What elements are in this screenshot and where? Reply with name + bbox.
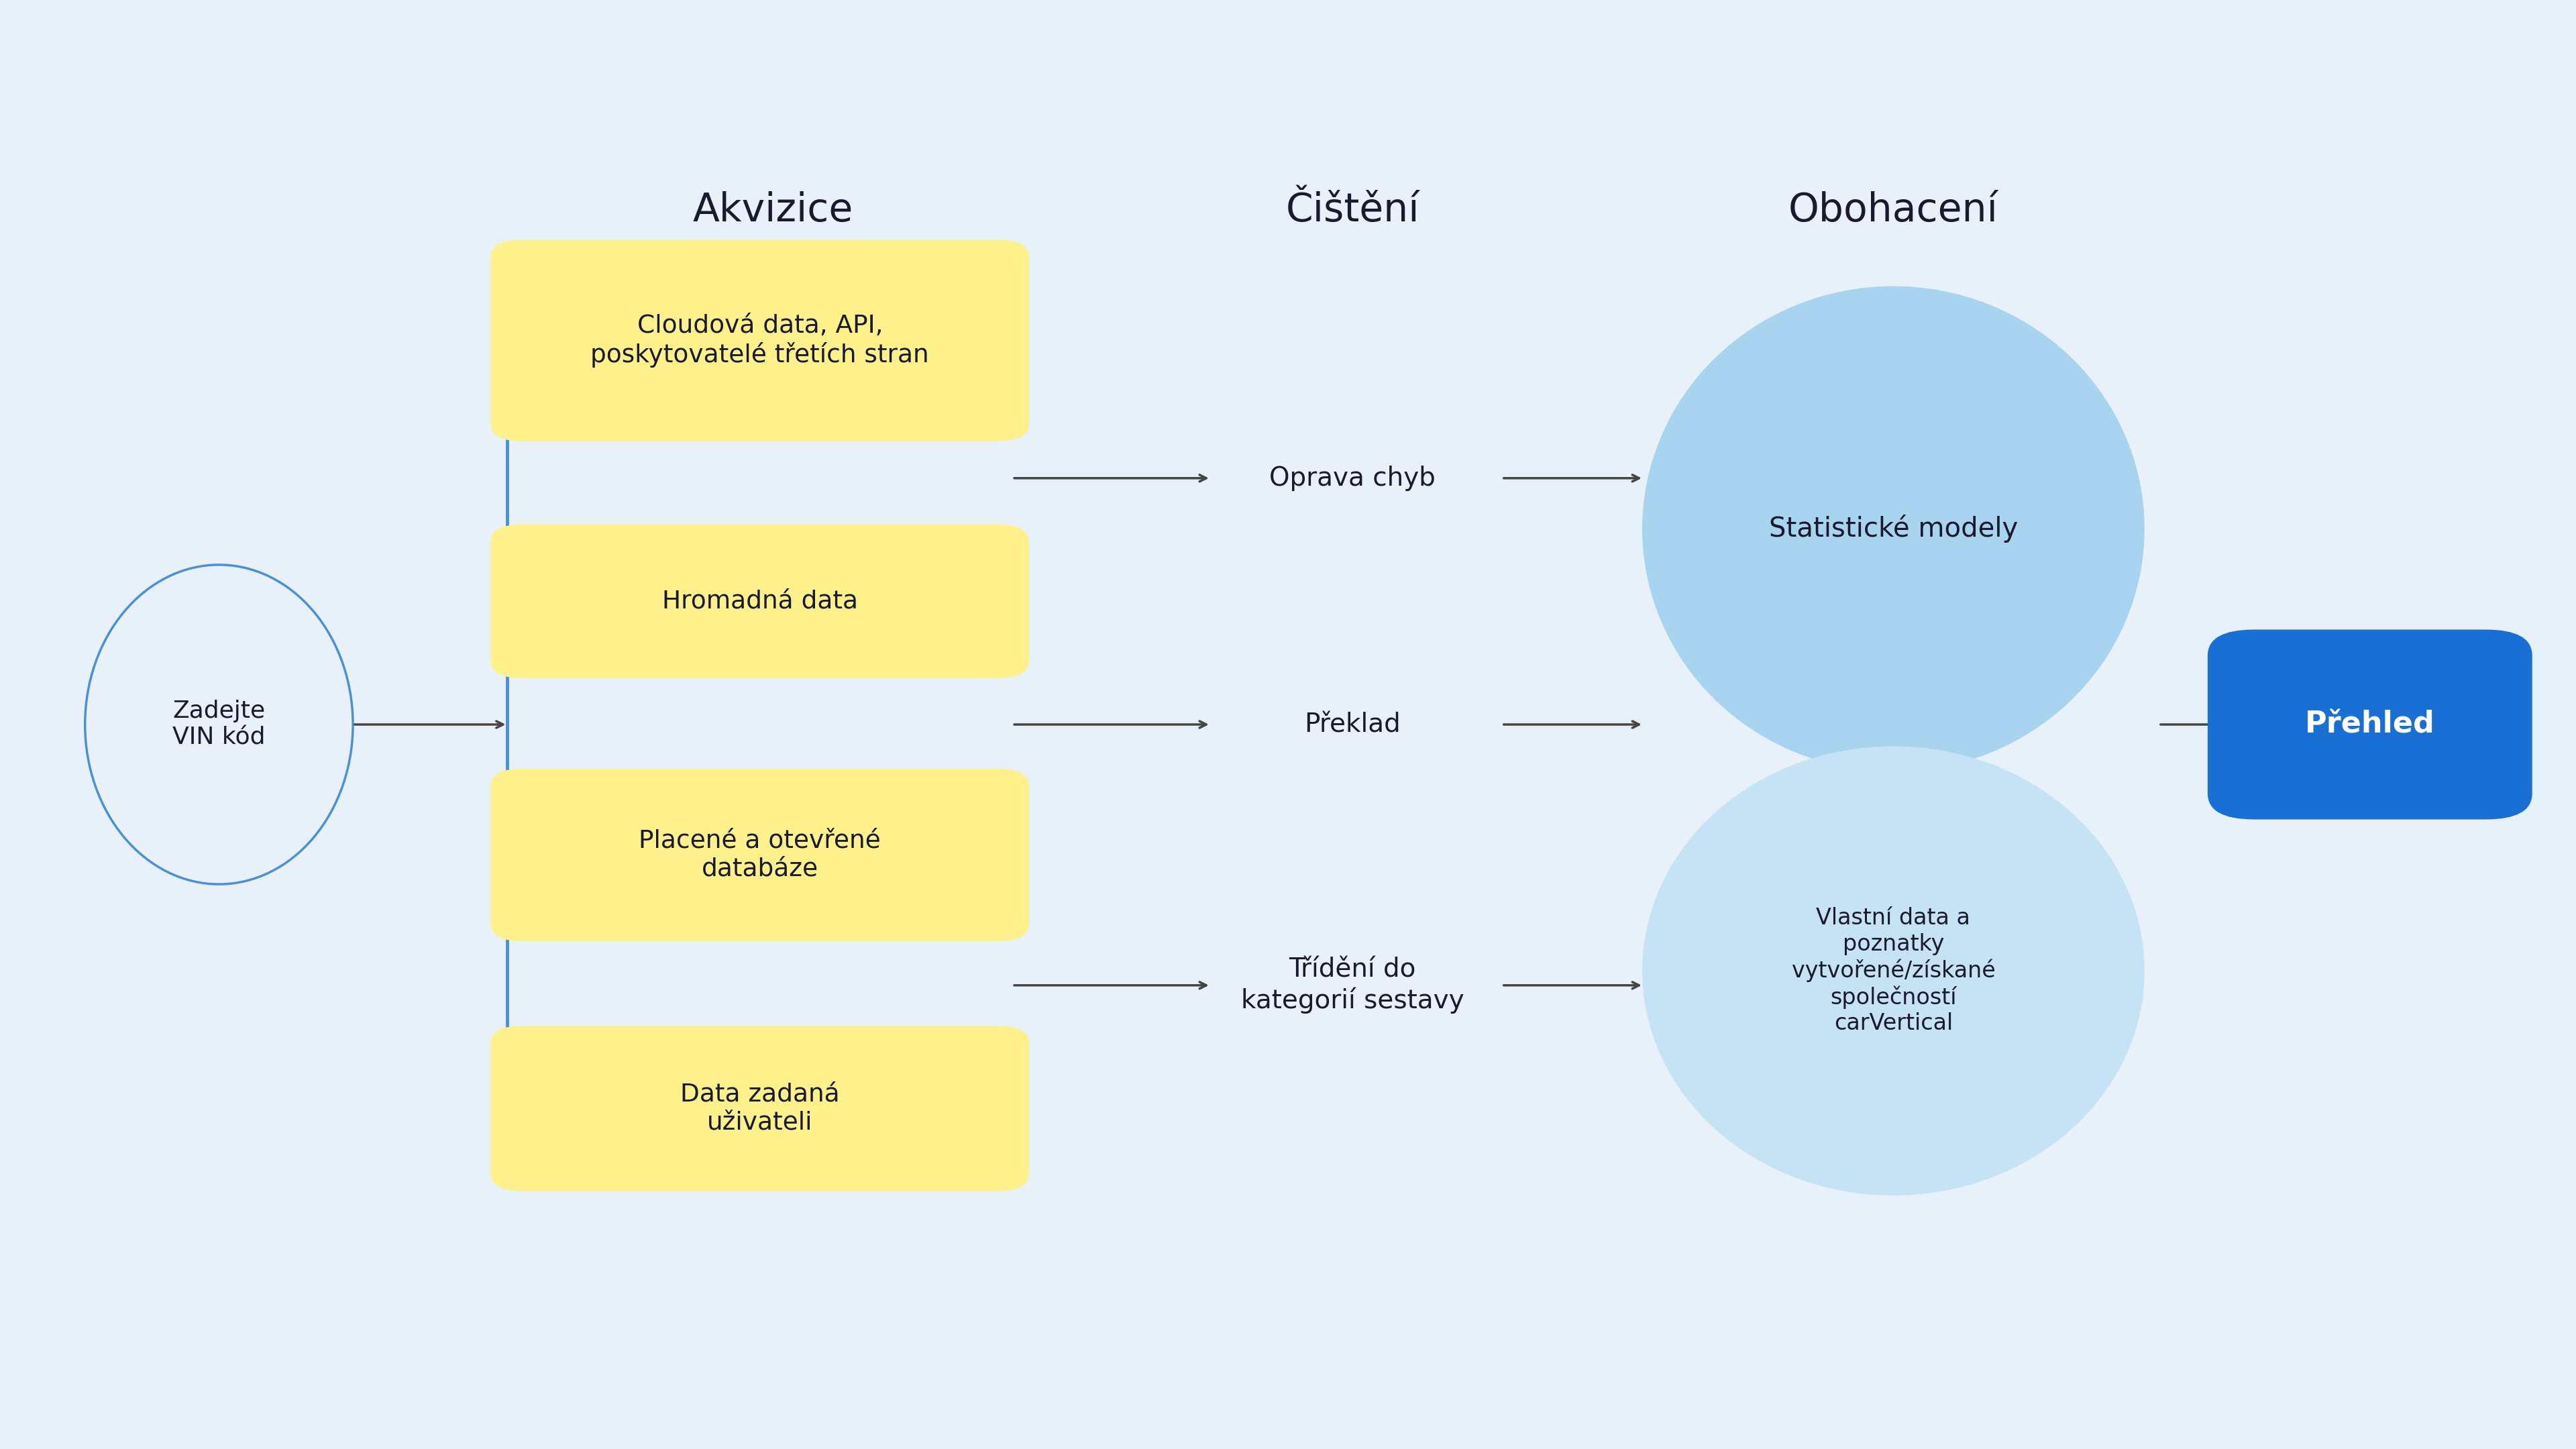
Text: Zadejte
VIN kód: Zadejte VIN kód xyxy=(173,700,265,749)
Ellipse shape xyxy=(1643,287,2143,771)
Text: Placené a otevřené
databáze: Placené a otevřené databáze xyxy=(639,829,881,881)
FancyBboxPatch shape xyxy=(489,1026,1028,1191)
Text: Cloudová data, API,
poskytovatelé třetích stran: Cloudová data, API, poskytovatelé třetíc… xyxy=(590,313,930,368)
Text: Obohacení: Obohacení xyxy=(1788,191,1999,229)
Text: Vlastní data a
poznatky
vytvořené/získané
společností
carVertical: Vlastní data a poznatky vytvořené/získan… xyxy=(1790,907,1996,1035)
Text: Hromadná data: Hromadná data xyxy=(662,590,858,613)
Text: Třídění do
kategorií sestavy: Třídění do kategorií sestavy xyxy=(1242,958,1463,1013)
Text: Statistické modely: Statistické modely xyxy=(1770,514,2017,543)
Text: Překlad: Překlad xyxy=(1303,711,1401,738)
Ellipse shape xyxy=(1643,746,2143,1195)
Ellipse shape xyxy=(85,565,353,884)
Text: Data zadaná
uživateli: Data zadaná uživateli xyxy=(680,1082,840,1135)
FancyBboxPatch shape xyxy=(489,239,1028,440)
FancyBboxPatch shape xyxy=(489,768,1028,942)
Text: Přehled: Přehled xyxy=(2306,710,2434,739)
FancyBboxPatch shape xyxy=(489,525,1028,678)
Text: Oprava chyb: Oprava chyb xyxy=(1270,465,1435,491)
Text: Akvizice: Akvizice xyxy=(693,191,853,229)
FancyBboxPatch shape xyxy=(2208,629,2532,820)
Text: Čištění: Čištění xyxy=(1285,191,1419,229)
